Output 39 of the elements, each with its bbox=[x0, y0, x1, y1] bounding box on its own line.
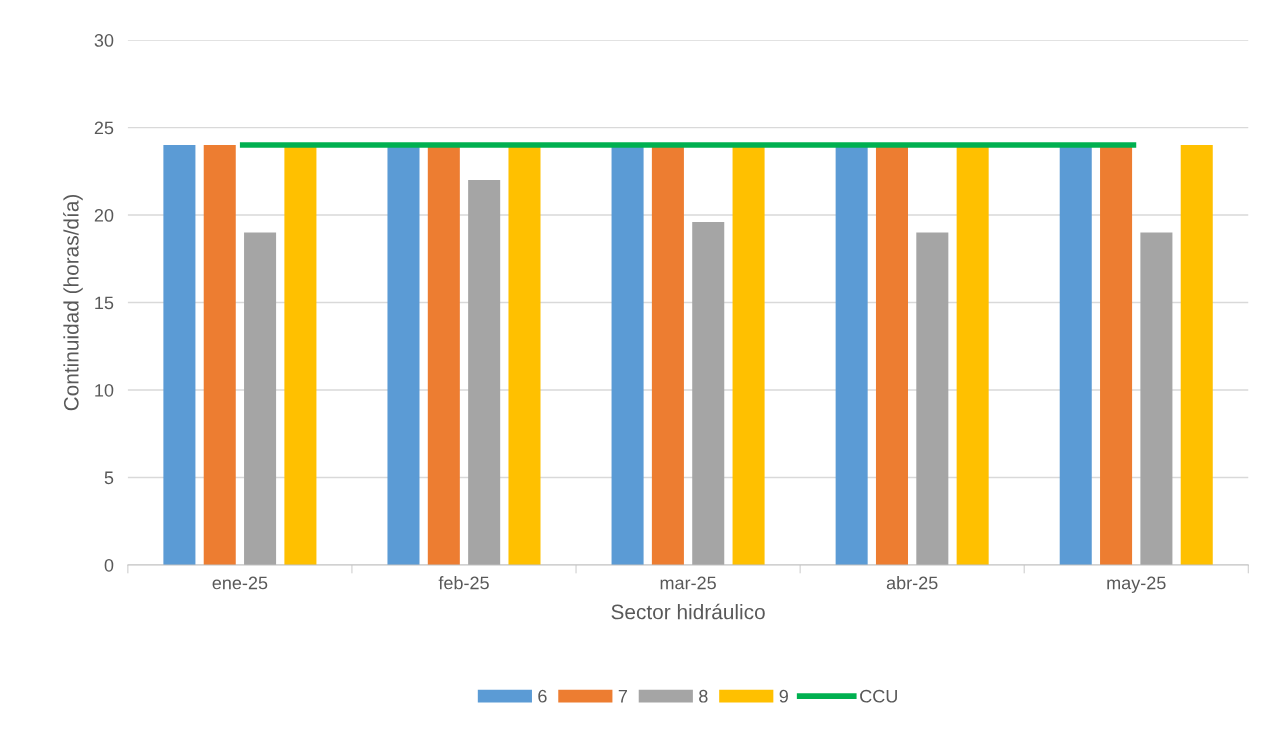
x-tick-label: mar-25 bbox=[660, 576, 716, 590]
bar bbox=[468, 180, 501, 565]
bar bbox=[427, 145, 460, 565]
bar bbox=[1180, 145, 1213, 565]
bar bbox=[651, 145, 684, 565]
bar bbox=[875, 145, 909, 565]
bar bbox=[611, 145, 644, 565]
bar bbox=[1140, 232, 1173, 565]
y-tick-label: 30 bbox=[94, 34, 114, 47]
legend-label: 8 bbox=[699, 689, 708, 703]
x-tick-label: ene-25 bbox=[212, 576, 268, 590]
bar bbox=[835, 145, 868, 565]
bar bbox=[732, 145, 765, 565]
bar bbox=[163, 145, 196, 565]
bar bbox=[244, 232, 277, 565]
bar bbox=[203, 145, 236, 565]
legend-label: 6 bbox=[538, 689, 547, 703]
x-tick-label: may-25 bbox=[1107, 576, 1166, 593]
legend-label: CCU bbox=[860, 689, 897, 703]
bar bbox=[956, 145, 989, 565]
y-tick-label: 5 bbox=[104, 471, 114, 485]
x-tick-label: abr-25 bbox=[886, 576, 938, 590]
bar bbox=[508, 145, 541, 565]
x-axis-title: Sector hidráulico bbox=[611, 603, 765, 620]
y-tick-label: 15 bbox=[95, 296, 114, 310]
y-axis-title: Continuidad (horas/día) bbox=[63, 194, 83, 411]
bar bbox=[1059, 145, 1092, 565]
bar bbox=[387, 145, 420, 565]
bar bbox=[284, 145, 317, 565]
y-tick-label: 25 bbox=[94, 121, 114, 135]
legend-label: 7 bbox=[618, 690, 627, 703]
bar bbox=[916, 232, 949, 565]
y-tick-label: 0 bbox=[104, 558, 114, 572]
x-tick-label: feb-25 bbox=[438, 576, 489, 590]
bar bbox=[692, 222, 725, 565]
legend-label: 9 bbox=[779, 689, 788, 703]
bar bbox=[1100, 145, 1133, 565]
y-tick-label: 10 bbox=[95, 383, 114, 397]
y-tick-label: 20 bbox=[94, 208, 114, 222]
